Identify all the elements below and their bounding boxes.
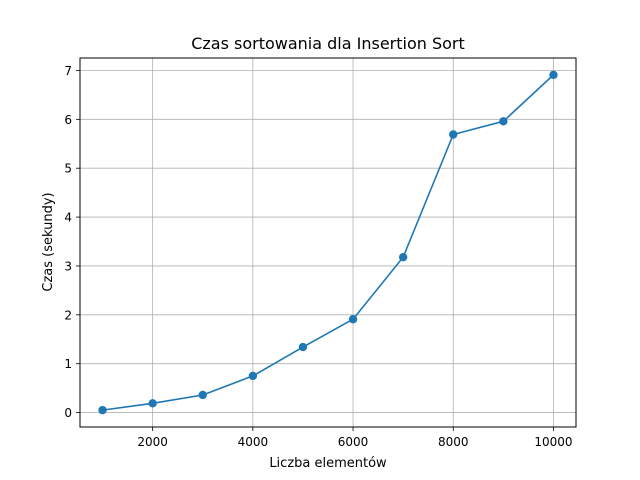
data-point	[298, 342, 308, 352]
data-point	[499, 117, 508, 126]
x-tick-label: 8000	[438, 435, 469, 449]
y-tick-label: 4	[64, 211, 72, 225]
series-line	[102, 74, 554, 411]
data-point	[198, 390, 207, 400]
data-point	[148, 399, 157, 408]
y-tick-label: 2	[64, 308, 72, 322]
y-tick-label: 6	[64, 113, 72, 127]
data-point	[449, 130, 458, 139]
data-point	[248, 371, 258, 381]
x-tick-label: 4000	[238, 435, 269, 449]
x-tick-label: 2000	[137, 435, 168, 449]
y-tick-label: 3	[64, 259, 72, 273]
grid	[80, 58, 576, 427]
plot-frame	[79, 57, 577, 428]
data-point	[398, 252, 408, 262]
x-axis-label: Liczba elementów	[269, 456, 387, 471]
y-axis-label: Czas (sekundy)	[41, 192, 56, 291]
y-tick-label: 7	[64, 64, 72, 78]
y-tick-label: 0	[64, 406, 72, 420]
data-point	[98, 405, 107, 415]
y-tick-label: 5	[64, 162, 72, 176]
x-tick-label: 6000	[338, 435, 369, 449]
data-point	[348, 315, 358, 324]
axes: 2000 4000 6000 8000 10000 0 1 2 3 4 5 6 7	[64, 64, 572, 449]
series-layer	[98, 70, 558, 415]
x-tick-label: 10000	[534, 435, 572, 449]
chart-title: Czas sortowania dla Insertion Sort	[191, 34, 465, 53]
y-tick-label: 1	[64, 357, 72, 371]
data-point	[549, 70, 558, 80]
